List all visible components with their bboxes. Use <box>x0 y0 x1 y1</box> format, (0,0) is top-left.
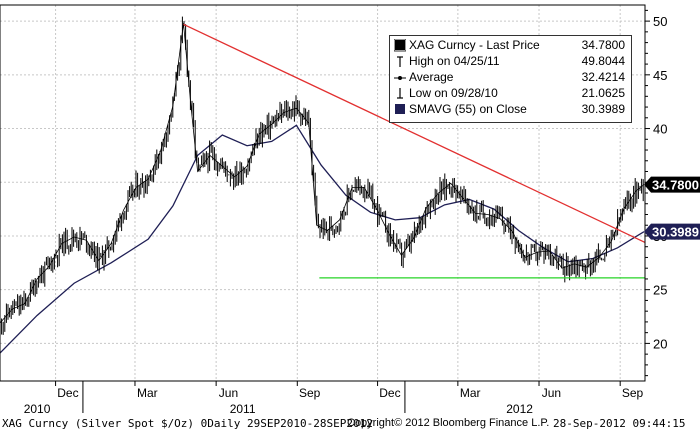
x-tick-label: Mar <box>137 386 158 400</box>
high-marker-icon <box>394 55 406 68</box>
price-line <box>0 23 645 324</box>
x-tick-label: Jun <box>219 386 238 400</box>
navy-square-icon <box>394 103 406 116</box>
last-value-tag <box>644 223 700 240</box>
average-marker-icon <box>394 71 406 84</box>
x-year-label: 2010 <box>24 402 51 416</box>
x-tick-label: Sep <box>299 386 321 400</box>
legend-row-high: High on 04/25/11 49.8044 <box>394 54 625 70</box>
legend-value: 21.0625 <box>581 86 625 100</box>
legend-row-last-price: XAG Curncy - Last Price 34.7800 <box>393 38 625 54</box>
legend-label: SMAVG (55) on Close <box>409 102 527 116</box>
x-tick-label: Dec <box>57 386 78 400</box>
legend-value: 30.3989 <box>581 102 625 116</box>
legend-row-sma: SMAVG (55) on Close 30.3989 <box>394 102 625 118</box>
legend-label: XAG Curncy - Last Price <box>409 38 540 52</box>
low-marker-icon <box>394 87 406 100</box>
last-value-tag <box>644 176 700 193</box>
resistance-trendline <box>183 23 646 244</box>
x-tick-label: Jun <box>542 386 561 400</box>
x-tick-label: Sep <box>622 386 644 400</box>
last-value-label: 34.7800 <box>652 178 699 193</box>
chart-footer: XAG Curncy (Silver Spot $/Oz) 0Daily 29S… <box>0 415 700 433</box>
legend-value: 34.7800 <box>581 38 625 52</box>
legend-row-average: Average 32.4214 <box>394 70 625 86</box>
x-year-label: 2011 <box>230 402 256 416</box>
footer-copyright: Copyright© 2012 Bloomberg Finance L.P. <box>347 417 550 429</box>
x-tick-label: Dec <box>379 386 400 400</box>
legend-row-low: Low on 09/28/10 21.0625 <box>394 86 625 102</box>
x-tick-label: Mar <box>460 386 481 400</box>
y-tick-label: 20 <box>653 336 667 351</box>
y-tick-label: 40 <box>653 122 667 137</box>
y-tick-label: 50 <box>653 14 667 29</box>
legend-label: Average <box>409 70 454 84</box>
legend-label: High on 04/25/11 <box>409 54 500 68</box>
footer-timestamp: 28-Sep-2012 09:44:15 <box>553 417 686 430</box>
legend-label: Low on 09/28/10 <box>409 86 498 100</box>
chart-legend: XAG Curncy - Last Price 34.7800 High on … <box>389 35 632 123</box>
filled-square-icon <box>393 38 407 52</box>
last-value-label: 30.3989 <box>652 225 699 240</box>
legend-value: 49.8044 <box>581 54 625 68</box>
y-tick-label: 25 <box>653 283 667 298</box>
x-year-label: 2012 <box>506 402 533 416</box>
legend-value: 32.4214 <box>581 70 625 84</box>
footer-security-description: XAG Curncy (Silver Spot $/Oz) 0Daily 29S… <box>2 417 373 430</box>
sma-line <box>0 124 645 354</box>
y-tick-label: 45 <box>653 68 667 83</box>
